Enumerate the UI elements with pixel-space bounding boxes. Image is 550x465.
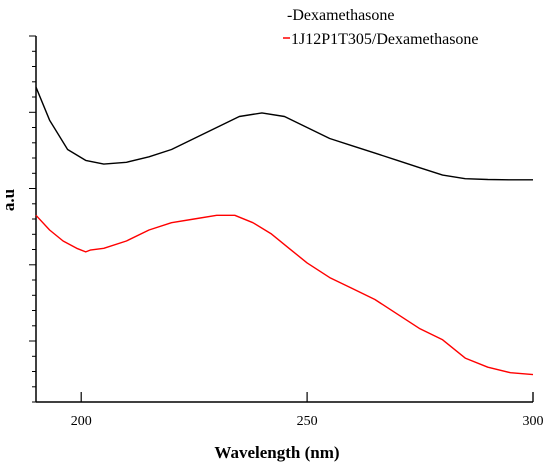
x-tick-label: 300	[523, 414, 544, 429]
series-line-1j12p1t305-dexamethasone	[35, 214, 534, 376]
legend-dexamethasone: -Dexamethasone	[287, 7, 395, 24]
x-axis-tick-labels: 200 250 300	[71, 414, 544, 429]
series-layer	[35, 86, 534, 376]
series-line-dexamethasone	[35, 86, 533, 181]
x-axis-label: Wavelength (nm)	[214, 443, 339, 462]
x-tick-label: 250	[297, 414, 318, 429]
legend-1j12p1t305-dexamethasone: 1J12P1T305/Dexamethasone	[291, 31, 479, 48]
x-tick-label: 200	[71, 414, 92, 429]
x-axis-ticks	[80, 392, 534, 402]
plot-frame	[35, 36, 534, 403]
y-axis-label: a.u	[0, 189, 18, 211]
y-axis-ticks	[29, 35, 36, 403]
legend: -Dexamethasone 1J12P1T305/Dexamethasone	[283, 7, 479, 48]
